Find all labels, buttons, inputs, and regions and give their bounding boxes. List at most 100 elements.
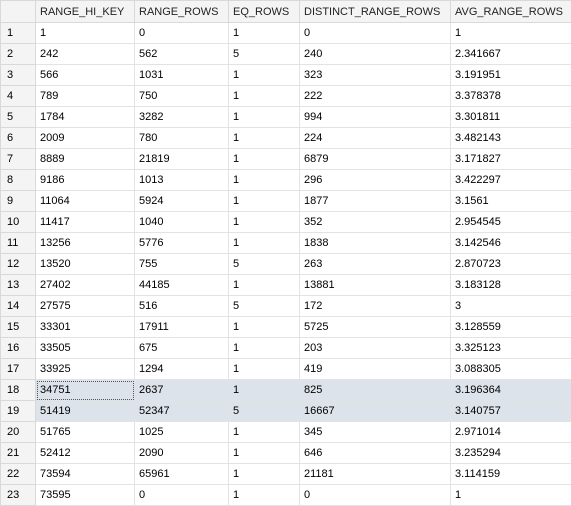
cell-distinct-range-rows[interactable]: 224 [300, 128, 451, 149]
cell-range-rows[interactable]: 1025 [135, 422, 229, 443]
cell-distinct-range-rows[interactable]: 13881 [300, 275, 451, 296]
cell-range-rows[interactable]: 44185 [135, 275, 229, 296]
cell-range-rows[interactable]: 755 [135, 254, 229, 275]
cell-eq-rows[interactable]: 1 [229, 422, 300, 443]
cell-range-rows[interactable]: 21819 [135, 149, 229, 170]
cell-avg-range-rows[interactable]: 3.191951 [451, 65, 571, 86]
row-number[interactable]: 18 [1, 380, 36, 401]
cell-range-hi-key[interactable]: 33505 [36, 338, 135, 359]
cell-distinct-range-rows[interactable]: 172 [300, 296, 451, 317]
results-grid[interactable]: RANGE_HI_KEY RANGE_ROWS EQ_ROWS DISTINCT… [0, 0, 571, 462]
cell-avg-range-rows[interactable]: 3.140757 [451, 401, 571, 422]
cell-range-hi-key[interactable]: 789 [36, 86, 135, 107]
cell-eq-rows[interactable]: 1 [229, 65, 300, 86]
cell-distinct-range-rows[interactable]: 994 [300, 107, 451, 128]
cell-eq-rows[interactable]: 1 [229, 485, 300, 506]
cell-range-rows[interactable]: 0 [135, 485, 229, 506]
row-number[interactable]: 8 [1, 170, 36, 191]
cell-avg-range-rows[interactable]: 3.422297 [451, 170, 571, 191]
cell-range-hi-key[interactable]: 1784 [36, 107, 135, 128]
row-number[interactable]: 4 [1, 86, 36, 107]
cell-eq-rows[interactable]: 1 [229, 275, 300, 296]
cell-range-rows[interactable]: 0 [135, 23, 229, 44]
cell-avg-range-rows[interactable]: 2.341667 [451, 44, 571, 65]
row-number[interactable]: 3 [1, 65, 36, 86]
cell-range-hi-key[interactable]: 242 [36, 44, 135, 65]
cell-range-rows[interactable]: 17911 [135, 317, 229, 338]
cell-range-rows[interactable]: 2090 [135, 443, 229, 464]
cell-avg-range-rows[interactable]: 2.971014 [451, 422, 571, 443]
cell-range-rows[interactable]: 780 [135, 128, 229, 149]
column-header-range-rows[interactable]: RANGE_ROWS [135, 1, 229, 23]
cell-eq-rows[interactable]: 1 [229, 359, 300, 380]
cell-range-rows[interactable]: 1013 [135, 170, 229, 191]
row-number[interactable]: 20 [1, 422, 36, 443]
cell-range-hi-key[interactable]: 73595 [36, 485, 135, 506]
cell-range-hi-key[interactable]: 33925 [36, 359, 135, 380]
cell-avg-range-rows[interactable]: 3.378378 [451, 86, 571, 107]
cell-distinct-range-rows[interactable]: 825 [300, 380, 451, 401]
cell-range-hi-key[interactable]: 34751 [36, 380, 135, 401]
row-number[interactable]: 16 [1, 338, 36, 359]
cell-avg-range-rows[interactable]: 3.482143 [451, 128, 571, 149]
cell-eq-rows[interactable]: 5 [229, 254, 300, 275]
cell-range-hi-key[interactable]: 52412 [36, 443, 135, 464]
cell-eq-rows[interactable]: 1 [229, 212, 300, 233]
column-header-avg-range-rows[interactable]: AVG_RANGE_ROWS [451, 1, 571, 23]
cell-range-hi-key[interactable]: 8889 [36, 149, 135, 170]
row-number[interactable]: 7 [1, 149, 36, 170]
cell-avg-range-rows[interactable]: 3 [451, 296, 571, 317]
cell-avg-range-rows[interactable]: 3.171827 [451, 149, 571, 170]
cell-eq-rows[interactable]: 5 [229, 401, 300, 422]
row-number[interactable]: 19 [1, 401, 36, 422]
column-header-distinct-range-rows[interactable]: DISTINCT_RANGE_ROWS [300, 1, 451, 23]
cell-range-rows[interactable]: 5924 [135, 191, 229, 212]
cell-distinct-range-rows[interactable]: 352 [300, 212, 451, 233]
cell-distinct-range-rows[interactable]: 5725 [300, 317, 451, 338]
cell-range-hi-key[interactable]: 1 [36, 23, 135, 44]
cell-avg-range-rows[interactable]: 3.196364 [451, 380, 571, 401]
column-header-range-hi-key[interactable]: RANGE_HI_KEY [36, 1, 135, 23]
cell-eq-rows[interactable]: 1 [229, 107, 300, 128]
cell-range-rows[interactable]: 750 [135, 86, 229, 107]
cell-distinct-range-rows[interactable]: 1838 [300, 233, 451, 254]
cell-avg-range-rows[interactable]: 3.325123 [451, 338, 571, 359]
cell-range-hi-key[interactable]: 11064 [36, 191, 135, 212]
cell-avg-range-rows[interactable]: 2.954545 [451, 212, 571, 233]
cell-eq-rows[interactable]: 1 [229, 86, 300, 107]
cell-range-hi-key[interactable]: 33301 [36, 317, 135, 338]
cell-distinct-range-rows[interactable]: 296 [300, 170, 451, 191]
row-number[interactable]: 13 [1, 275, 36, 296]
row-number[interactable]: 17 [1, 359, 36, 380]
cell-range-hi-key[interactable]: 51765 [36, 422, 135, 443]
cell-range-hi-key[interactable]: 27402 [36, 275, 135, 296]
column-header-eq-rows[interactable]: EQ_ROWS [229, 1, 300, 23]
cell-eq-rows[interactable]: 1 [229, 191, 300, 212]
row-number[interactable]: 12 [1, 254, 36, 275]
cell-range-hi-key[interactable]: 73594 [36, 464, 135, 485]
cell-range-rows[interactable]: 65961 [135, 464, 229, 485]
cell-range-hi-key[interactable]: 51419 [36, 401, 135, 422]
cell-avg-range-rows[interactable]: 3.128559 [451, 317, 571, 338]
cell-eq-rows[interactable]: 1 [229, 380, 300, 401]
cell-range-hi-key[interactable]: 566 [36, 65, 135, 86]
cell-distinct-range-rows[interactable]: 6879 [300, 149, 451, 170]
cell-avg-range-rows[interactable]: 3.142546 [451, 233, 571, 254]
